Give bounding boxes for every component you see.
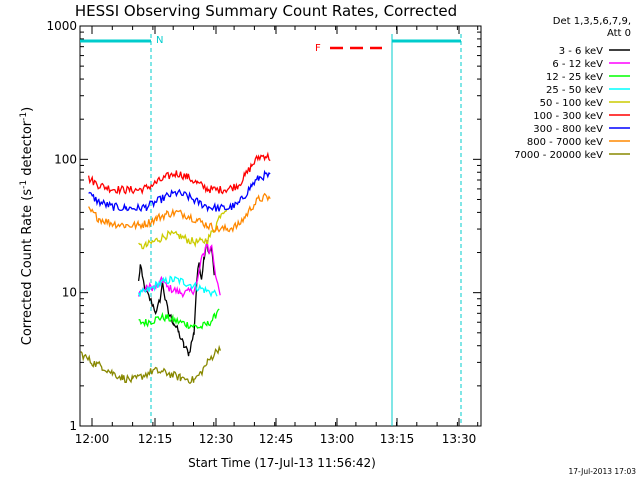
legend-label: 800 - 7000 keV (527, 137, 603, 148)
series-layer (80, 151, 271, 385)
series-line (88, 192, 271, 234)
legend-header-line2: Att 0 (607, 28, 631, 39)
legend: Det 1,3,5,6,7,9, Att 0 3 - 6 keV 6 - 12 k… (514, 16, 631, 161)
y-axis: 1 10 100 1000 (46, 19, 481, 433)
legend-label: 12 - 25 keV (546, 72, 603, 83)
night-label: N (156, 35, 163, 46)
y-tick-label: 10 (62, 286, 77, 300)
x-tick-label: 12:45 (259, 432, 294, 446)
x-tick-label: 13:00 (320, 432, 355, 446)
legend-label: 6 - 12 keV (552, 59, 603, 70)
series-line (88, 169, 271, 213)
legend-label: 7000 - 20000 keV (514, 150, 603, 161)
night-bars (80, 34, 462, 426)
y-tick-label: 100 (54, 152, 77, 166)
y-axis-label: Corrected Count Rate (s-1 detector-1) (19, 107, 35, 345)
x-tick-label: 12:00 (75, 432, 110, 446)
legend-label: 25 - 50 keV (546, 85, 603, 96)
x-tick-label: 13:15 (380, 432, 415, 446)
legend-label: 50 - 100 keV (540, 98, 604, 109)
series-line (80, 344, 222, 385)
legend-label: 3 - 6 keV (559, 46, 603, 57)
legend-label: 300 - 800 keV (533, 124, 603, 135)
series-line (87, 151, 271, 196)
x-tick-label: 13:30 (442, 432, 477, 446)
x-tick-label: 12:15 (138, 432, 173, 446)
x-tick-label: 12:30 (199, 432, 234, 446)
series-line (137, 240, 215, 357)
legend-header-line1: Det 1,3,5,6,7,9, (553, 16, 631, 27)
legend-label: 100 - 300 keV (533, 111, 603, 122)
series-line (138, 308, 220, 330)
y-tick-label: 1 (69, 419, 77, 433)
y-tick-label: 1000 (46, 19, 77, 33)
timestamp: 17-Jul-2013 17:03 (568, 467, 636, 476)
chart-title: HESSI Observing Summary Count Rates, Cor… (75, 2, 457, 20)
x-axis-label: Start Time (17-Jul-13 11:56:42) (188, 456, 376, 470)
plot-frame (79, 25, 482, 427)
flare-label: F (315, 43, 321, 54)
x-axis: 12:00 12:15 12:30 12:45 13:00 13:15 13:30 (75, 26, 479, 446)
series-line (138, 208, 228, 250)
plot-area: 1 10 100 1000 12:00 12:15 12:30 12:45 13:00 13:1… (46, 19, 482, 446)
series-line (137, 275, 218, 298)
